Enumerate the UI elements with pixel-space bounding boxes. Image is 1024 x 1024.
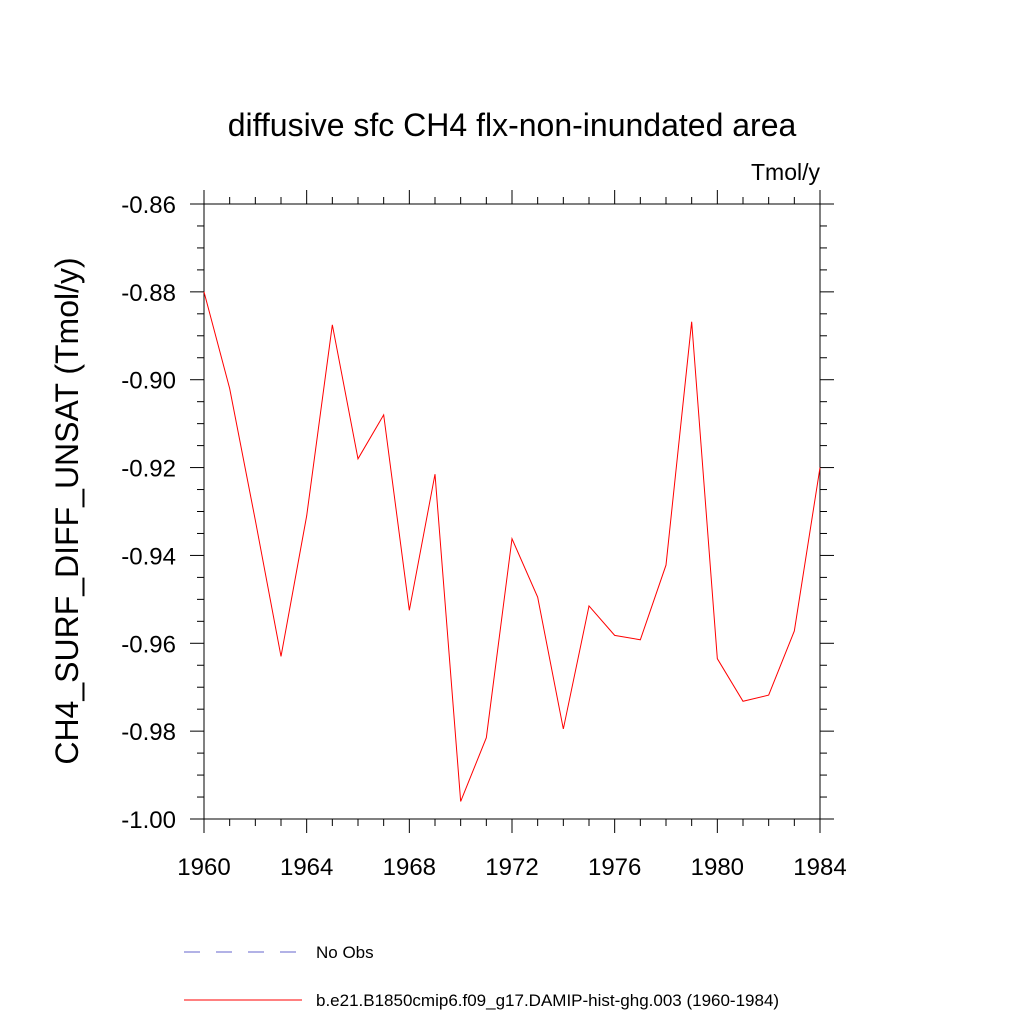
y-tick-label: -1.00	[121, 807, 176, 834]
x-tick-label: 1972	[485, 854, 538, 881]
x-tick-label: 1980	[691, 854, 744, 881]
y-tick-label: -0.86	[121, 192, 176, 219]
plot-area: 1960 1964 1968 1972 1976 1980 1984 -0.86 -0.88 -0…	[121, 190, 847, 881]
y-tick-label: -0.94	[121, 543, 176, 570]
x-tick-label: 1968	[383, 854, 436, 881]
x-tick-label: 1984	[793, 854, 846, 881]
y-tick-label: -0.88	[121, 280, 176, 307]
x-tick-label: 1960	[177, 854, 230, 881]
y-axis-label: CH4_SURF_DIFF_UNSAT (Tmol/y)	[49, 257, 85, 764]
legend-label: b.e21.B1850cmip6.f09_g17.DAMIP-hist-ghg.…	[316, 991, 779, 1010]
units-label: Tmol/y	[751, 159, 821, 185]
y-tick-label: -0.98	[121, 719, 176, 746]
y-tick-label: -0.96	[121, 631, 176, 658]
legend: No Obs b.e21.B1850cmip6.f09_g17.DAMIP-his…	[184, 943, 779, 1010]
series-line-0	[203, 291, 821, 802]
y-tick-label: -0.90	[121, 368, 176, 395]
legend-label: No Obs	[316, 943, 374, 962]
y-tick-label: -0.92	[121, 456, 176, 483]
x-tick-label: 1964	[280, 854, 333, 881]
x-tick-label: 1976	[588, 854, 641, 881]
plot-frame	[203, 203, 821, 820]
chart-title: diffusive sfc CH4 flx-non-inundated area	[228, 107, 797, 143]
